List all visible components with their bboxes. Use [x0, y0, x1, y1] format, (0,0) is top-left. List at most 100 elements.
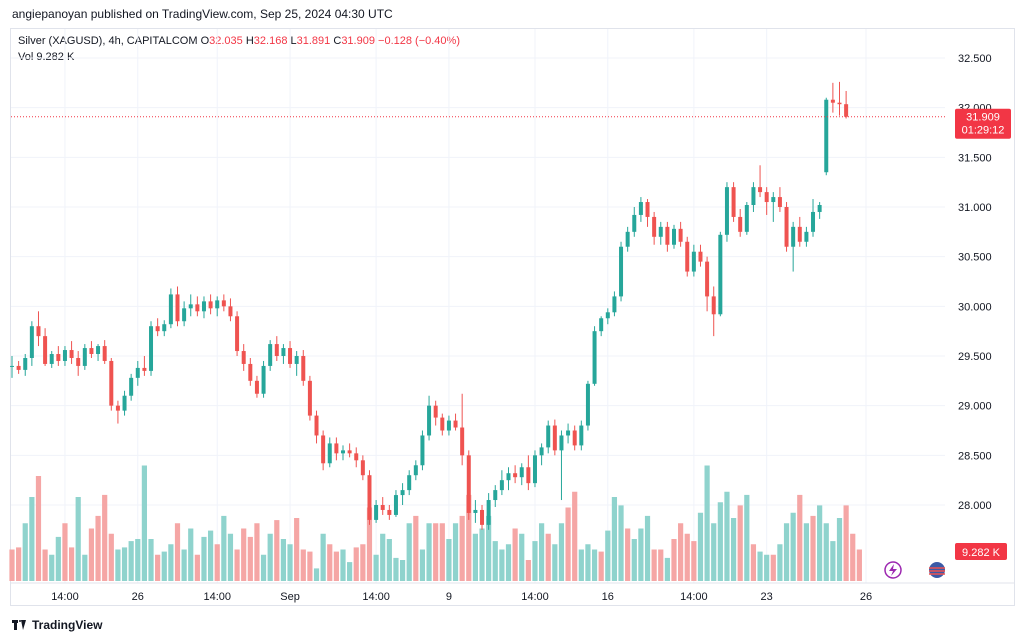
volume-bar	[803, 523, 809, 581]
candle-body	[314, 415, 319, 436]
volume-bar	[393, 557, 399, 581]
volume-bar	[704, 465, 710, 581]
volume-bar	[737, 505, 743, 581]
volume-bar	[472, 533, 478, 581]
y-tick-label: 31.500	[958, 152, 992, 164]
candle-body	[764, 192, 769, 203]
volume-bar	[68, 547, 75, 581]
volume-bar	[797, 494, 803, 581]
volume-bar	[505, 544, 512, 581]
candle-body	[731, 187, 736, 217]
volume-bar	[194, 554, 200, 581]
candle-body	[546, 425, 551, 448]
candle-body	[506, 473, 511, 481]
volume-bar	[764, 554, 770, 581]
volume-bar	[49, 554, 55, 581]
candle-body	[539, 447, 544, 456]
candle-body	[612, 296, 617, 313]
volume-bar	[525, 560, 531, 581]
volume-bar	[82, 554, 88, 581]
volume-bar	[16, 547, 22, 581]
candle-body	[718, 234, 723, 315]
candle-body	[387, 509, 392, 515]
volume-bar	[711, 523, 717, 581]
candle-body	[135, 367, 140, 378]
candle-body	[56, 354, 61, 361]
volume-bar	[294, 518, 300, 581]
candle-body	[341, 450, 345, 454]
candle-body	[354, 453, 359, 461]
y-tick-label: 30.000	[958, 301, 992, 313]
y-tick-label: 29.000	[958, 401, 992, 413]
volume-bar	[260, 554, 267, 581]
candle-body	[585, 383, 590, 426]
candle-body	[109, 360, 114, 406]
candle-body	[62, 350, 67, 361]
volume-bar	[128, 541, 134, 581]
x-tick-label: 16	[602, 591, 614, 603]
candle-body	[321, 435, 326, 464]
x-tick-label: 14:00	[680, 591, 708, 603]
volume-bar	[433, 523, 439, 581]
candle-body	[744, 205, 749, 232]
volume-bar	[201, 536, 207, 581]
volume-bar	[174, 523, 181, 581]
candle-body	[672, 228, 676, 245]
candle-body	[453, 420, 458, 428]
candle-body	[254, 380, 259, 394]
x-tick-label: 9	[446, 591, 452, 603]
volume-bar	[843, 505, 849, 581]
candle-body	[493, 490, 498, 501]
candle-body	[440, 417, 445, 431]
volume-bar	[88, 528, 95, 581]
candle-body	[241, 351, 246, 364]
candle-body	[427, 405, 432, 436]
candle-body	[486, 500, 491, 525]
y-tick-label: 28.500	[958, 450, 992, 462]
volume-bar	[671, 539, 677, 581]
candle-body	[566, 430, 571, 436]
candle-body	[685, 241, 690, 272]
volume-bar	[565, 507, 571, 581]
candle-body	[393, 495, 398, 515]
volume-bar	[274, 520, 280, 581]
y-tick-label: 32.500	[958, 53, 992, 65]
candle-body	[638, 202, 643, 215]
volume-bar	[684, 533, 690, 581]
candle-body	[168, 294, 173, 325]
candle-body	[261, 365, 266, 394]
x-tick-label: 14:00	[51, 591, 79, 603]
volume-bar	[62, 523, 68, 581]
candle-body	[36, 326, 41, 337]
candle-body	[771, 197, 776, 203]
candle-body	[235, 316, 240, 352]
volume-bar	[95, 515, 101, 581]
candle-body	[797, 226, 802, 242]
volume-bar	[413, 515, 419, 581]
candle-body	[268, 344, 273, 366]
x-tick-label: 26	[860, 591, 872, 603]
candle-body	[460, 427, 465, 456]
last-price-text: 31.909	[966, 112, 1000, 124]
volume-bar	[419, 549, 426, 581]
candle-body	[705, 261, 710, 297]
volume-bar	[386, 539, 392, 581]
candle-body	[777, 197, 782, 207]
open-label: O	[200, 35, 210, 47]
volume-bar	[618, 505, 624, 581]
volume-bar	[42, 549, 48, 581]
candle-body	[175, 294, 180, 322]
low-value: 31.891	[296, 35, 331, 47]
volume-bar	[817, 505, 823, 581]
volume-bar	[75, 497, 81, 581]
candle-body	[208, 301, 213, 309]
us-flag-stripes-icon	[929, 567, 945, 575]
candle-body	[360, 460, 365, 476]
volume-bar	[406, 523, 412, 581]
low-label: L	[290, 35, 297, 47]
candle-body	[23, 357, 28, 370]
volume-bar	[611, 497, 618, 581]
candle-body	[619, 246, 624, 297]
chart-frame[interactable]	[10, 28, 1015, 606]
